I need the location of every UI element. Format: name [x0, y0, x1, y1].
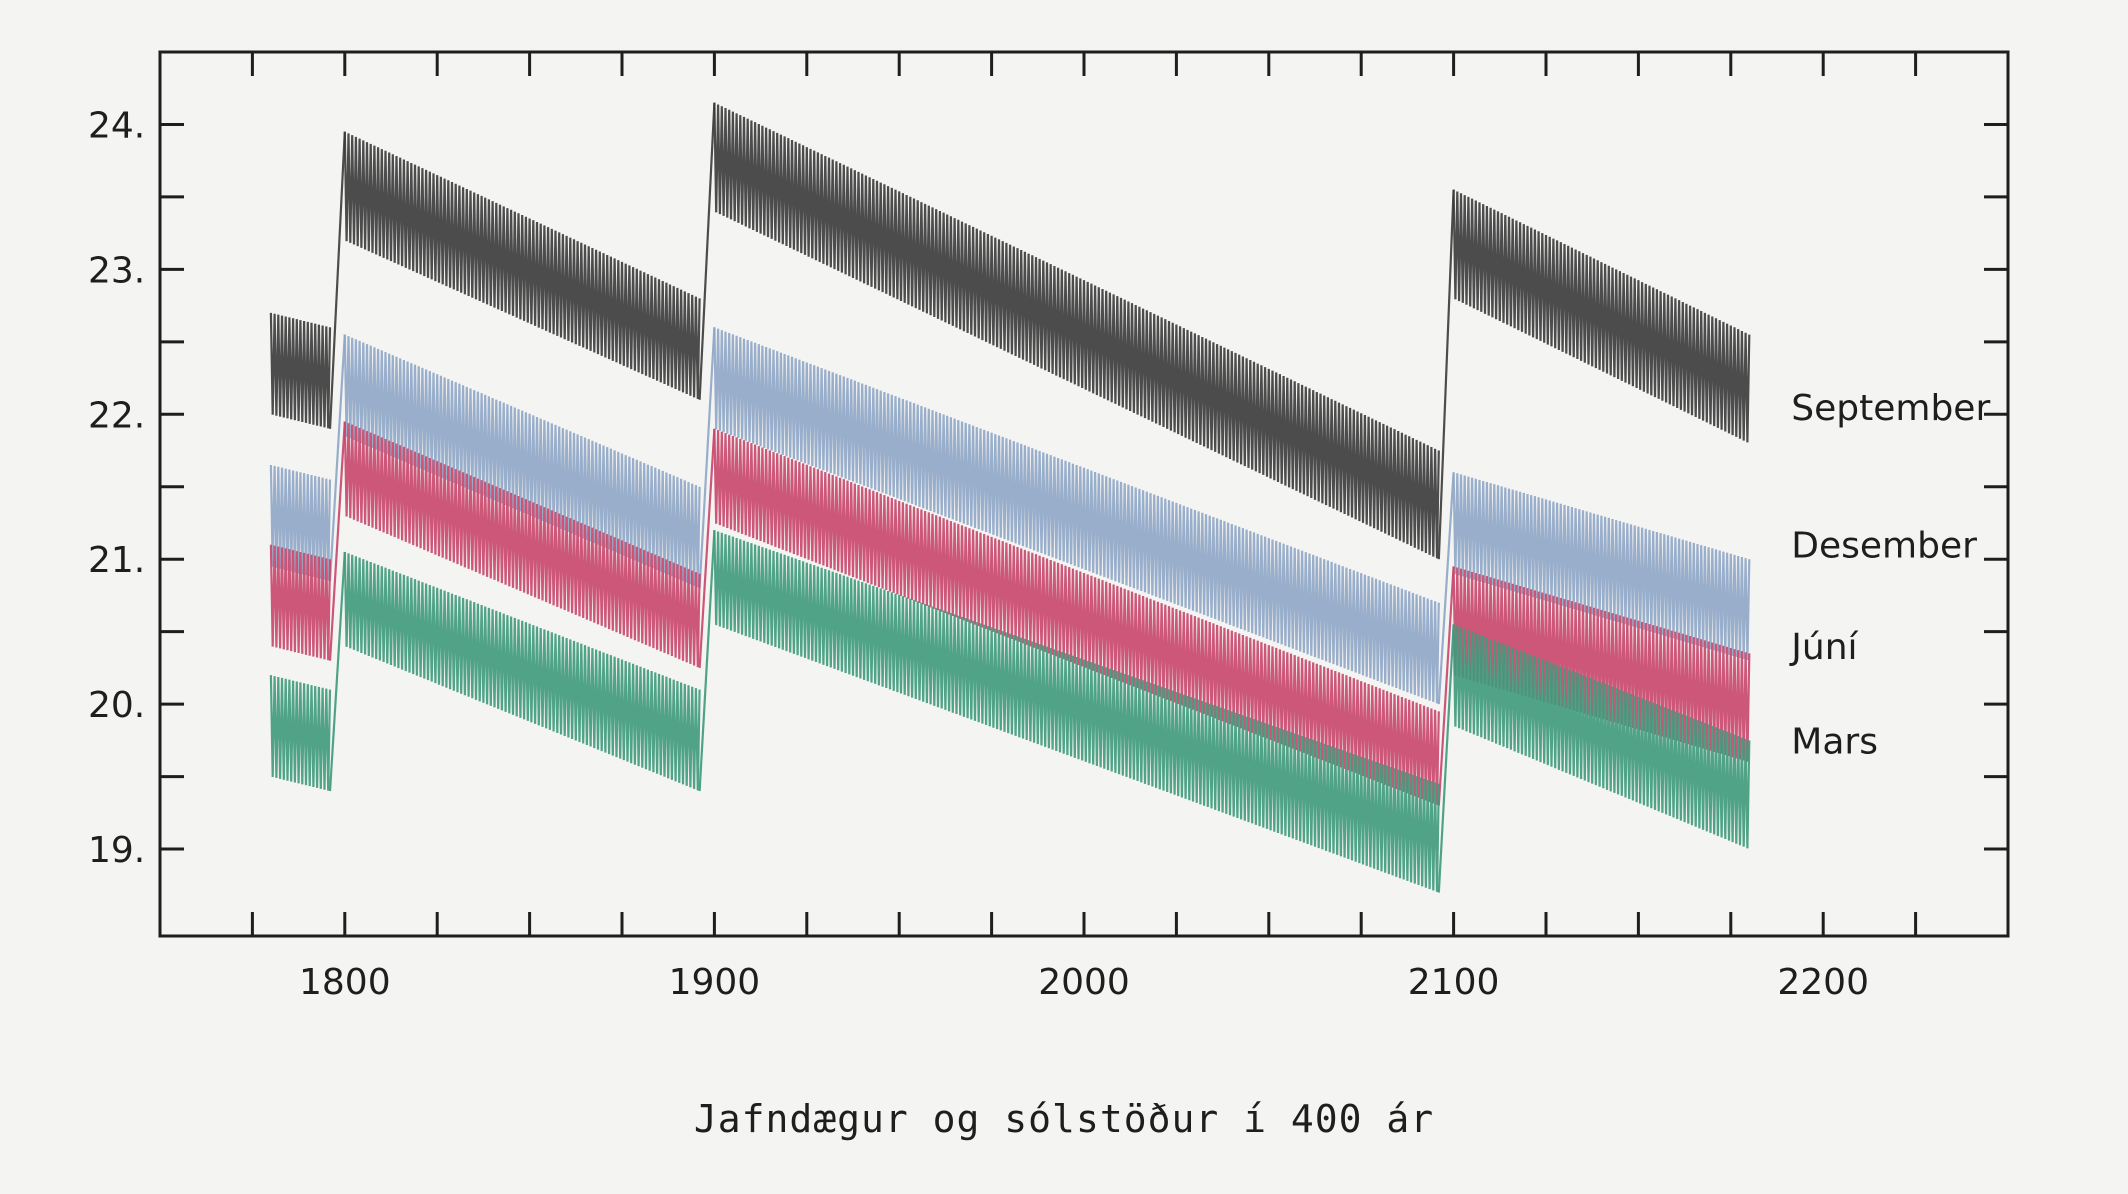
- series-desember: [269, 327, 1751, 705]
- series-jump-september: [328, 131, 346, 429]
- series-line-mars: [1452, 624, 1751, 849]
- series-line-mars: [713, 530, 1440, 892]
- y-tick-label: 20.: [88, 685, 145, 726]
- y-tick-label: 19.: [88, 830, 145, 871]
- series-label-september: September: [1791, 388, 1990, 429]
- y-tick-label: 22.: [88, 395, 145, 436]
- chart-title: Jafndægur og sólstöður í 400 ár: [693, 1097, 1435, 1141]
- series-layer: [269, 102, 1751, 893]
- series-line-júní: [269, 544, 332, 661]
- series-mars: [269, 530, 1751, 893]
- series-jump-mars: [328, 551, 346, 792]
- series-jump-júní: [698, 428, 716, 668]
- series-line-mars: [269, 675, 332, 791]
- series-line-desember: [343, 334, 701, 588]
- series-line-júní: [343, 421, 701, 668]
- series-line-september: [1452, 189, 1751, 443]
- series-jump-júní: [1437, 566, 1455, 806]
- series-september: [269, 102, 1751, 560]
- series-line-september: [343, 131, 701, 400]
- series-jump-desember: [328, 334, 346, 582]
- y-tick-label: 21.: [88, 540, 145, 581]
- series-jump-mars: [698, 530, 716, 792]
- series-line-júní: [713, 428, 1440, 805]
- y-tick-label: 24.: [88, 105, 145, 146]
- series-line-desember: [713, 327, 1440, 704]
- series-line-september: [713, 102, 1440, 559]
- series-jump-september: [1437, 189, 1455, 560]
- label-layer: 1800 1900 2000 2100 2200 19. 20. 21. 22. 23. 24. Se…: [88, 105, 1990, 1003]
- x-tick-label: 1900: [669, 962, 761, 1003]
- series-line-desember: [269, 464, 332, 581]
- x-tick-label: 1800: [299, 962, 391, 1003]
- series-label-júní: Júní: [1789, 627, 1858, 668]
- series-label-mars: Mars: [1791, 721, 1878, 762]
- x-tick-label: 2000: [1038, 962, 1130, 1003]
- y-tick-label: 23.: [88, 250, 145, 291]
- tick-layer: [158, 52, 2010, 936]
- series-jump-mars: [1437, 624, 1455, 893]
- series-label-desember: Desember: [1791, 526, 1977, 567]
- series-line-september: [269, 312, 332, 429]
- series-line-desember: [1452, 472, 1751, 661]
- series-jump-desember: [698, 327, 716, 589]
- x-tick-label: 2100: [1408, 962, 1500, 1003]
- x-tick-label: 2200: [1777, 962, 1869, 1003]
- series-jump-desember: [1437, 472, 1455, 705]
- series-jump-júní: [328, 421, 346, 661]
- series-line-mars: [343, 551, 701, 791]
- series-jump-september: [698, 102, 716, 400]
